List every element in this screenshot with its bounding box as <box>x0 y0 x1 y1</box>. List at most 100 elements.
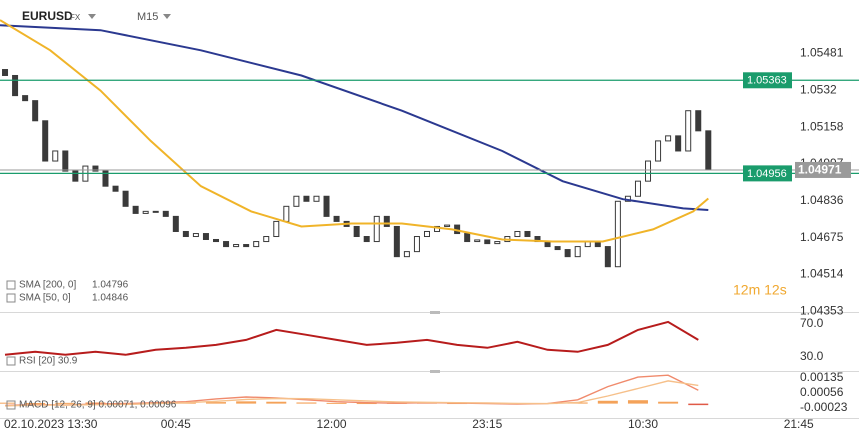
macd-histogram-bar <box>658 401 679 404</box>
legend-icon <box>6 280 16 290</box>
candle <box>72 170 79 182</box>
candle <box>122 190 129 207</box>
candle <box>2 69 9 76</box>
candle <box>273 220 280 238</box>
candle <box>172 215 179 232</box>
candle <box>655 140 662 162</box>
candle <box>202 233 209 240</box>
candle <box>614 200 621 268</box>
candle <box>423 230 430 238</box>
level-label: 1.05363 <box>747 75 787 87</box>
timeframe[interactable]: M15 <box>137 11 158 23</box>
candle <box>494 241 501 245</box>
y-tick-label: 1.05158 <box>800 119 844 133</box>
pane-resize-handle[interactable] <box>430 370 440 373</box>
macd-histogram-bar <box>266 401 287 404</box>
candle <box>102 170 109 187</box>
candle <box>574 246 581 258</box>
symbol-dropdown[interactable] <box>88 14 96 19</box>
candle <box>112 185 119 192</box>
macd-histogram-bar <box>688 403 709 406</box>
timeframe-dropdown[interactable] <box>163 14 171 19</box>
y-tick-label: 1.05481 <box>800 45 844 59</box>
candle <box>333 215 340 222</box>
y-tick-label: 30.0 <box>800 349 824 363</box>
candle <box>162 210 169 217</box>
y-tick-label: 70.0 <box>800 316 824 330</box>
legend-value: 1.04796 <box>92 280 129 291</box>
candle <box>283 205 290 222</box>
macd-pane <box>0 374 709 407</box>
candle <box>564 249 571 258</box>
y-tick-label: 0.00135 <box>800 370 844 384</box>
candle <box>514 230 521 238</box>
price-pane <box>0 19 859 268</box>
market: FX <box>70 13 81 22</box>
candle <box>192 233 199 238</box>
current-price-label: 1.04971 <box>798 163 842 177</box>
candle <box>42 120 49 162</box>
candle <box>253 241 260 248</box>
legend-icon <box>6 400 16 410</box>
candle <box>665 135 672 142</box>
y-tick-label: 1.0532 <box>800 82 837 96</box>
macd-histogram-bar <box>25 403 46 405</box>
candle <box>464 233 471 243</box>
candle <box>32 100 39 122</box>
macd-histogram-bar <box>206 402 227 404</box>
x-tick-label: 02.10.2023 13:30 <box>4 417 98 431</box>
macd-histogram-bar <box>85 402 106 404</box>
candle <box>142 210 149 214</box>
candle <box>685 110 692 152</box>
candle <box>313 195 320 202</box>
sma-line <box>0 19 709 243</box>
indicator-legend: MACD [12, 26, 9] 0.00071, 0.00096 <box>19 400 177 411</box>
candle <box>675 135 682 152</box>
macd-histogram-bar <box>55 402 76 404</box>
macd-histogram-bar <box>236 401 257 404</box>
macd-histogram-bar <box>296 402 317 404</box>
level-label-box <box>743 72 792 89</box>
level-label-box <box>743 165 792 182</box>
macd-histogram-bar <box>0 402 16 404</box>
candle <box>52 150 59 162</box>
candle <box>182 230 189 238</box>
y-tick-label: 0.00056 <box>800 385 844 399</box>
candle <box>22 95 29 102</box>
candle <box>353 225 360 238</box>
candle <box>132 205 139 214</box>
candle <box>474 239 481 243</box>
macd-histogram-bar <box>627 400 648 404</box>
y-tick-label: 1.04675 <box>800 230 844 244</box>
candle <box>373 215 380 243</box>
candle <box>62 150 69 172</box>
candle <box>484 239 491 245</box>
candle <box>413 236 420 253</box>
macd-histogram-bar <box>326 402 347 404</box>
bar-countdown: 12m 12s <box>733 282 787 298</box>
candle <box>303 195 310 202</box>
candle <box>12 74 19 97</box>
candle <box>223 241 230 248</box>
current-price-box <box>795 161 851 178</box>
legend-value: 1.04846 <box>92 293 129 304</box>
candle <box>323 195 330 217</box>
candle <box>363 236 370 243</box>
y-tick-label: 1.04353 <box>800 303 844 317</box>
sma-line <box>0 24 709 211</box>
legend-icon <box>6 293 16 303</box>
y-tick-label: -0.00023 <box>800 400 848 414</box>
macd-histogram-bar <box>597 400 618 404</box>
labels: 1.054811.05321.051581.049971.048361.0467… <box>4 45 851 431</box>
x-tick-label: 23:15 <box>472 417 502 431</box>
macd-histogram-bar <box>356 403 377 405</box>
candle <box>383 215 390 227</box>
pane-resize-handle[interactable] <box>430 311 440 314</box>
indicator-legend: RSI [20] 30.9 <box>19 356 78 367</box>
level-label: 1.04956 <box>747 168 787 180</box>
symbol[interactable]: EURUSD <box>22 9 73 23</box>
legend-name: SMA [200, 0] <box>19 280 76 291</box>
candle <box>434 225 441 232</box>
candle <box>705 130 712 171</box>
